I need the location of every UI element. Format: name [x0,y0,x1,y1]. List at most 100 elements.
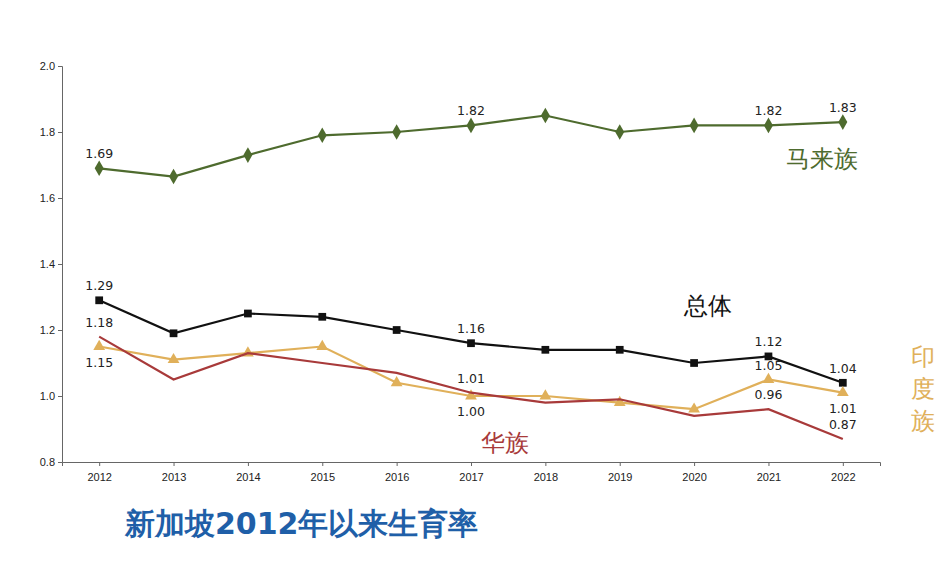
tick-label: 2013 [162,471,186,483]
data-label: 1.00 [457,404,485,419]
tick-mark [471,462,472,466]
data-label: 0.96 [755,387,783,402]
tick: 1.0 [40,390,62,402]
marker [690,118,699,134]
marker [95,296,103,304]
marker [764,118,773,134]
tick-label: 0.8 [40,456,55,468]
tick-label: 2018 [534,471,558,483]
marker [838,114,847,130]
tick: 2019 [608,462,632,483]
series-names: 马来族总体印度族华族 [481,145,935,457]
marker [170,329,178,337]
data-label: 1.01 [457,371,485,386]
tick-mark [322,462,323,466]
tick-label: 2019 [608,471,632,483]
tick-mark [58,66,62,67]
marker [616,346,624,354]
tick-mark [843,462,844,466]
marker [316,340,328,350]
series-name: 华族 [481,429,529,457]
tick: 2021 [757,462,781,483]
marker [392,124,401,140]
tick: 2022 [831,462,855,483]
tick: 1.6 [40,192,62,204]
data-label: 1.05 [755,358,783,373]
data-label: 1.16 [457,321,485,336]
tick-mark [545,462,546,466]
marker [615,124,624,140]
data-label: 1.04 [829,361,857,376]
marker [539,389,551,399]
tick-mark [99,462,100,466]
tick-mark [248,462,249,466]
data-label: 1.18 [85,315,113,330]
tick-label: 2017 [459,471,483,483]
tick-mark [620,462,621,466]
data-label: 1.83 [829,100,857,115]
tick: 2012 [87,462,111,483]
tick: 1.2 [40,324,62,336]
marker [467,339,475,347]
marks [93,108,848,439]
data-label: 1.29 [85,278,113,293]
marker [168,353,180,363]
data-label: 1.82 [457,103,485,118]
marker [837,386,849,396]
tick: 2014 [236,462,260,483]
tick: 2015 [311,462,335,483]
y-axis: 0.8 1.0 1.2 1.4 1.6 1.8 2.0 [40,60,63,468]
tick-label: 2014 [236,471,260,483]
plot: 0.81.01.21.41.61.82.02012201320142015201… [40,60,935,483]
tick: 2018 [534,462,558,483]
x-axis: 2012 2013 2014 2015 2016 2017 2018 2019 2020 2021… [63,462,881,483]
tick-label: 1.4 [40,258,55,270]
tick-mark [58,264,62,265]
tick-mark [58,396,62,397]
tick-label: 1.6 [40,192,55,204]
marker [690,359,698,367]
tick-mark [58,330,62,331]
tick: 2013 [162,462,186,483]
series-name: 马来族 [786,145,858,173]
tick-mark [58,198,62,199]
tick-label: 1.8 [40,126,55,138]
tick-label: 2012 [87,471,111,483]
tick: 2016 [385,462,409,483]
series-name: 总体 [683,292,732,320]
tick-label: 2015 [311,471,335,483]
data-label: 1.01 [829,401,857,416]
tick-label: 2021 [757,471,781,483]
data-label: 1.69 [85,146,113,161]
tick-label: 2.0 [40,60,55,72]
tick-label: 1.0 [40,390,55,402]
series-line [99,116,843,177]
marker [391,376,403,386]
tick-mark [58,462,62,463]
marker [393,326,401,334]
marker [244,310,252,318]
data-label: 1.12 [755,334,783,349]
series-line [99,347,843,410]
marker [541,346,549,354]
tick-label: 2020 [682,471,706,483]
marker [318,313,326,321]
tick: 1.8 [40,126,62,138]
tick-label: 1.2 [40,324,55,336]
axis-line [58,67,63,463]
marker [95,161,104,177]
tick: 1.4 [40,258,62,270]
tick-mark [768,462,769,466]
tick: 2020 [682,462,706,483]
axis-line [63,463,881,467]
marker [243,147,252,163]
marker [541,108,550,124]
data-labels: 1.691.821.821.831.291.161.121.041.151.00… [85,100,857,432]
series-name: 印度族 [911,343,935,435]
tick: 2017 [459,462,483,483]
marker [839,379,847,387]
title: 新加坡2012年以来生育率 [124,506,479,541]
marker [467,118,476,134]
marker [93,340,105,350]
series-line [99,337,843,439]
